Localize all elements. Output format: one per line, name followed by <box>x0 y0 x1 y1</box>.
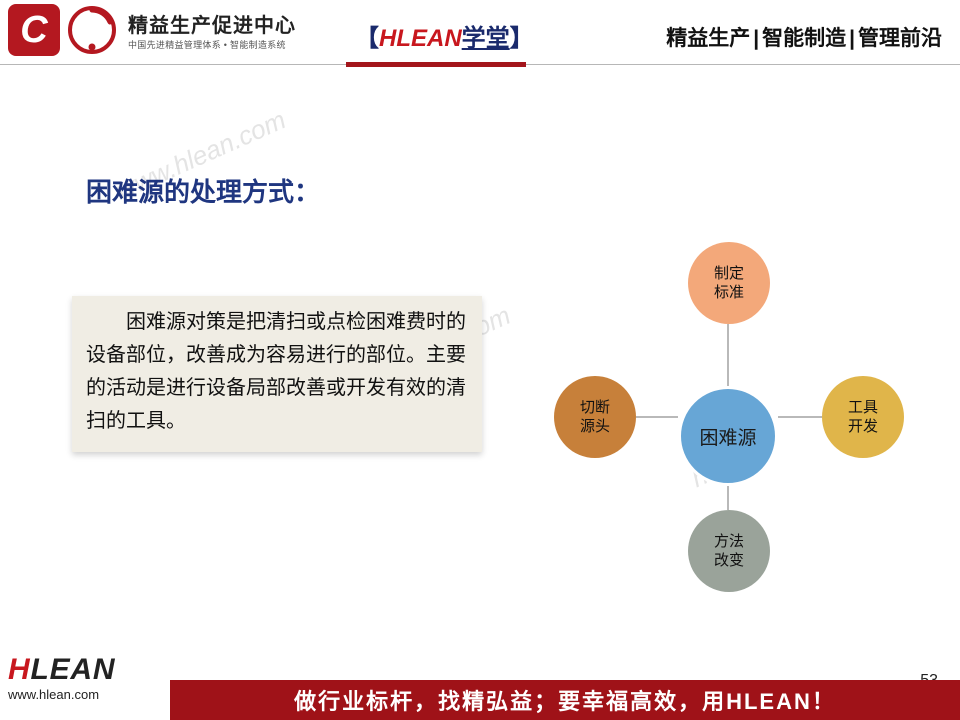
footer-url: www.hlean.com <box>8 687 115 702</box>
footer-left: HLEAN www.hlean.com <box>8 653 115 702</box>
header-rule-accent <box>346 62 526 67</box>
footer-tagline: 做行业标杆，找精弘益；要幸福高效，用HLEAN！ <box>294 684 836 716</box>
diagram-connector <box>727 324 729 386</box>
spoke-top: 制定标准 <box>688 242 770 324</box>
spoke-label: 改变 <box>714 551 744 571</box>
header: C 精益生产促进中心 中国先进精益管理体系 • 智能制造系统 【HLEAN学堂】… <box>0 0 960 68</box>
body-text-box: 困难源对策是把清扫或点检困难费时的设备部位，改善成为容易进行的部位。主要的活动是… <box>72 296 482 452</box>
spoke-label: 方法 <box>714 532 744 552</box>
bracket-right: 】 <box>510 25 534 52</box>
hr-part-0: 精益生产 <box>666 27 750 50</box>
footer: HLEAN www.hlean.com 做行业标杆，找精弘益；要幸福高效，用HL… <box>0 660 960 720</box>
header-xuetang: 学堂 <box>462 25 510 52</box>
diagram-center: 困难源 <box>678 386 778 486</box>
logo-c-letter: C <box>20 9 47 52</box>
spoke-right: 工具开发 <box>822 376 904 458</box>
body-text: 困难源对策是把清扫或点检困难费时的设备部位，改善成为容易进行的部位。主要的活动是… <box>86 311 466 432</box>
footer-brand-lean: LEAN <box>30 653 115 686</box>
spoke-bottom: 方法改变 <box>688 510 770 592</box>
logo-title: 精益生产促进中心 <box>128 9 296 38</box>
diagram-connector <box>636 416 678 418</box>
hr-part-1: 智能制造 <box>762 27 846 50</box>
spoke-label: 源头 <box>580 417 610 437</box>
footer-brand: HLEAN <box>8 653 115 687</box>
header-center: 【HLEAN学堂】 <box>355 18 534 53</box>
footer-tagline-bar: 做行业标杆，找精弘益；要幸福高效，用HLEAN！ <box>170 680 960 720</box>
spoke-label: 工具 <box>848 398 878 418</box>
logo-block: C 精益生产促进中心 中国先进精益管理体系 • 智能制造系统 <box>8 4 296 56</box>
logo-subtitle: 中国先进精益管理体系 • 智能制造系统 <box>128 38 296 51</box>
hub-spoke-diagram: 制定标准工具开发方法改变切断源头困难源 <box>520 228 920 628</box>
spoke-label: 制定 <box>714 264 744 284</box>
slide-title: 困难源的处理方式： <box>86 172 320 209</box>
diagram-connector <box>727 486 729 510</box>
diagram-connector <box>778 416 822 418</box>
footer-brand-h: H <box>8 653 30 686</box>
bracket-left: 【 <box>355 25 379 52</box>
spoke-left: 切断源头 <box>554 376 636 458</box>
spoke-label: 开发 <box>848 417 878 437</box>
logo-c-badge: C <box>8 4 60 56</box>
spoke-label: 切断 <box>580 398 610 418</box>
header-right: 精益生产|智能制造|管理前沿 <box>666 22 942 52</box>
hr-part-2: 管理前沿 <box>858 27 942 50</box>
diagram-center-label: 困难源 <box>699 423 756 450</box>
logo-circle-icon <box>66 4 118 56</box>
spoke-label: 标准 <box>714 283 744 303</box>
logo-text: 精益生产促进中心 中国先进精益管理体系 • 智能制造系统 <box>128 9 296 51</box>
header-hlean: HLEAN <box>379 25 462 52</box>
